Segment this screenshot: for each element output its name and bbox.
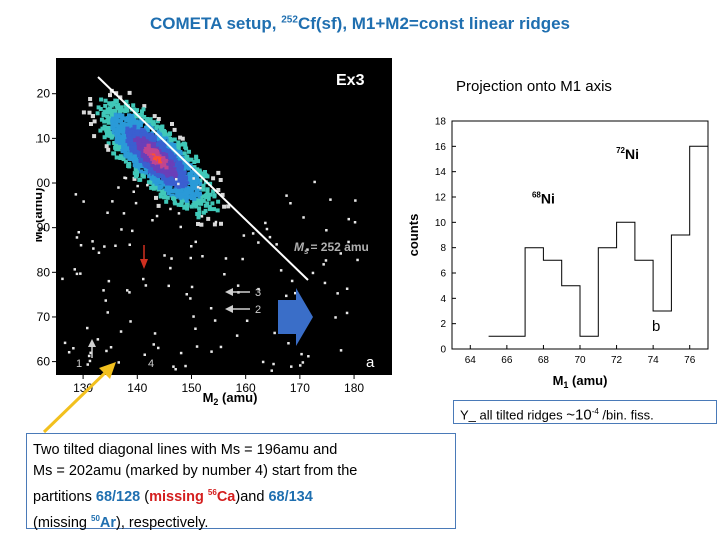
title-suffix: Cf(sf), M1+M2=const linear ridges <box>297 14 571 33</box>
marker-3: 3 <box>225 287 261 299</box>
annotation-68Ni: 68Ni <box>532 190 555 206</box>
y-tick-label-60: 60 <box>37 355 51 369</box>
chart-y-tick-label-16: 16 <box>435 142 447 153</box>
chart-y-ticks: 0 2 4 6 8 10 12 14 16 18 <box>435 117 456 356</box>
chart-y-tick-label-10: 10 <box>435 218 447 229</box>
page-title: COMETA setup, 252Cf(sf), M1+M2=const lin… <box>0 14 720 34</box>
missing-ar-label: Ar <box>99 514 117 531</box>
chart-y-tick-label-18: 18 <box>435 117 447 128</box>
chart-x-tick-label-76: 76 <box>684 355 696 366</box>
x-axis-label: M2 (amu) <box>203 390 258 405</box>
x-tick-label-160: 160 <box>236 381 256 395</box>
projection-title: Projection onto M1 axis <box>456 78 612 95</box>
x-tick-label-170: 170 <box>290 381 310 395</box>
desc-line-1: Two tilted diagonal lines with Ms = 196a… <box>33 442 338 458</box>
panel-letter-a: a <box>366 354 375 371</box>
svg-text:1: 1 <box>76 358 82 370</box>
chart-annotations: 68Ni 72Ni <box>532 146 639 206</box>
step-histogram-line <box>488 145 708 337</box>
chart-x-tick-label-74: 74 <box>648 355 660 366</box>
y-tick-label-110: 110 <box>36 131 50 145</box>
marker-4: 4 <box>148 358 154 370</box>
chart-x-tick-label-70: 70 <box>574 355 586 366</box>
title-prefix: COMETA setup, <box>149 14 282 33</box>
ms-diagonal-line <box>97 76 309 281</box>
partition-68-134: 68/134 <box>268 488 313 505</box>
x-tick-label-140: 140 <box>127 381 147 395</box>
yield-middle: all tilted ridges <box>479 407 567 423</box>
marker-2: 2 <box>225 304 261 316</box>
chart-x-tick-label-66: 66 <box>501 355 513 366</box>
yield-box: Y_ all tilted ridges ~10-4 /bin. fiss. <box>453 400 717 424</box>
yield-prefix: Y_ <box>460 407 480 423</box>
desc-line-3: partitions 68/128 (missing 56Ca)and 68/1… <box>33 488 313 505</box>
chart-y-tick-label-0: 0 <box>440 345 446 356</box>
chart-x-tick-label-68: 68 <box>538 355 550 366</box>
x-axis-ticks: 130 140 150 160 170 180 <box>73 375 364 395</box>
chart-y-tick-label-14: 14 <box>435 167 447 178</box>
chart-x-tick-label-64: 64 <box>465 355 477 366</box>
chart-y-tick-label-2: 2 <box>440 319 446 330</box>
chart-y-tick-label-6: 6 <box>440 269 446 280</box>
yield-approx: ~10 <box>566 406 592 424</box>
yield-suffix: /bin. fiss. <box>598 407 654 423</box>
yield-exp: -4 <box>591 407 599 416</box>
partition-68-128: 68/128 <box>95 488 141 505</box>
red-arrow-icon <box>140 245 148 269</box>
x-tick-label-130: 130 <box>73 381 93 395</box>
y-tick-label-70: 70 <box>37 310 51 324</box>
chart-x-tick-label-72: 72 <box>611 355 623 366</box>
desc-line-4: (missing 50Ar), respectively. <box>33 513 209 531</box>
missing-ca-label: missing <box>149 488 208 505</box>
panel-tag-ex3: Ex3 <box>336 72 365 89</box>
chart-y-label: counts <box>406 214 421 257</box>
x-tick-label-180: 180 <box>344 381 364 395</box>
blue-arrow-icon <box>278 288 313 346</box>
y-tick-label-100: 100 <box>36 176 50 190</box>
x-tick-label-150: 150 <box>181 381 201 395</box>
annotation-72Ni: 72Ni <box>616 146 639 162</box>
title-sup: 252 <box>281 14 298 26</box>
chart-x-label: M1 (amu) <box>553 373 608 390</box>
y-axis-ticks: 60 70 80 90 100 110 120 <box>36 87 56 369</box>
description-box: Two tilted diagonal lines with Ms = 196a… <box>26 433 456 531</box>
panel-letter-b: b <box>652 318 660 335</box>
y-tick-label-120: 120 <box>36 87 50 101</box>
svg-text:3: 3 <box>255 287 261 299</box>
chart-y-tick-label-4: 4 <box>440 294 446 305</box>
svg-text:2: 2 <box>255 304 261 316</box>
marker-1: 1 <box>76 339 96 370</box>
svg-text:4: 4 <box>148 358 154 370</box>
ms-label: Ms = 252 amu <box>294 240 369 256</box>
chart-x-ticks: 64 66 68 70 72 74 76 <box>465 345 696 366</box>
chart-y-tick-label-12: 12 <box>435 193 447 204</box>
chart-y-tick-label-8: 8 <box>440 243 446 254</box>
y-axis-label: M1 (amu) <box>36 188 47 243</box>
desc-line-2: Ms = 202amu (marked by number 4) start f… <box>33 463 358 479</box>
y-tick-label-80: 80 <box>37 265 51 279</box>
heatmap-panel: Ex3 Ms= 252 amu a 1 2 3 4 60 70 80 90 100 110… <box>36 58 392 405</box>
y-tick-label-90: 90 <box>37 221 51 235</box>
